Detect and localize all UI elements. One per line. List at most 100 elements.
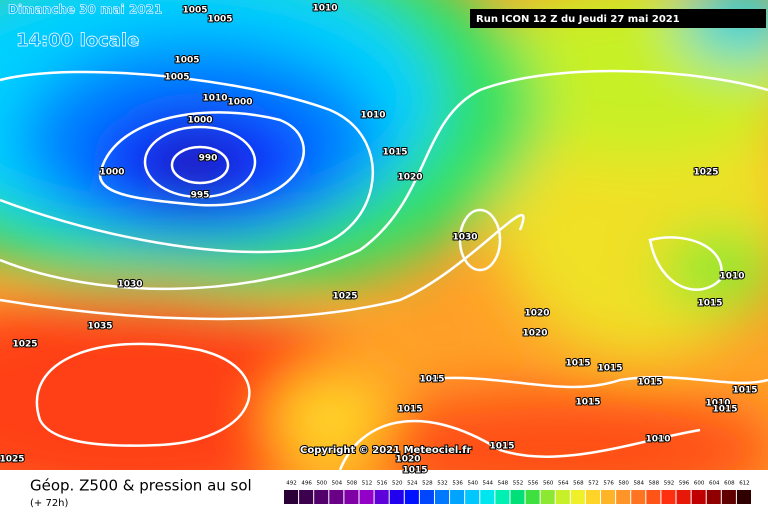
isobar-label: 1010 (645, 435, 670, 445)
legend-swatch (676, 490, 691, 504)
isobar-label: 1015 (419, 375, 444, 385)
legend-label: 544 (483, 481, 494, 487)
legend-swatch (374, 490, 389, 504)
legend-label: 604 (709, 481, 720, 487)
legend-swatch (450, 490, 465, 504)
isobar-label: 1010 (360, 111, 385, 121)
legend-label: 500 (316, 481, 327, 487)
isobar-label: 1025 (332, 292, 357, 302)
time: 14:00 locale (16, 30, 139, 51)
legend-swatch (344, 490, 359, 504)
legend-label: 516 (377, 481, 388, 487)
legend-label: 608 (724, 481, 735, 487)
isobar-label: 1020 (397, 173, 422, 183)
legend-label: 572 (588, 481, 599, 487)
legend-swatch (646, 490, 661, 504)
isobar-label: 1015 (565, 359, 590, 369)
legend-swatch (691, 490, 706, 504)
legend-swatch (329, 490, 344, 504)
legend-label: 528 (422, 481, 433, 487)
legend-swatch (706, 490, 721, 504)
legend-label: 536 (452, 481, 463, 487)
legend-swatch (540, 490, 555, 504)
isobar-label: 1005 (182, 6, 207, 16)
isobar-label: 1030 (117, 280, 142, 290)
legend-label: 504 (332, 481, 343, 487)
legend-label: 564 (558, 481, 569, 487)
legend-label: 556 (528, 481, 539, 487)
legend-label: 568 (573, 481, 584, 487)
isobar-label: 1000 (187, 116, 212, 126)
isobar-label: 1015 (712, 405, 737, 415)
isobar-label: 995 (191, 191, 210, 201)
run-box (470, 9, 766, 28)
isobar-label: 1010 (202, 94, 227, 104)
legend-swatch (585, 490, 601, 504)
legend-label: 576 (603, 481, 614, 487)
legend-label: 580 (618, 481, 629, 487)
legend-swatch (555, 490, 570, 504)
legend-label: 508 (347, 481, 358, 487)
isobar-label: 1010 (705, 399, 730, 409)
isobar-label: 1015 (637, 378, 662, 388)
legend-label: 548 (498, 481, 509, 487)
legend-swatch (661, 490, 676, 504)
isobar-label: 1015 (402, 466, 427, 476)
legend-swatch (616, 490, 631, 504)
isobar-label: 1015 (382, 148, 407, 158)
legend-swatch (284, 490, 299, 504)
legend-swatch (434, 490, 450, 504)
isobar-label: 1025 (12, 340, 37, 350)
isobar-label: 1015 (575, 398, 600, 408)
legend-swatch (510, 490, 525, 504)
isobar-label: 1015 (489, 442, 514, 452)
isobars (0, 69, 768, 471)
legend-swatch (601, 490, 616, 504)
legend-swatch (465, 490, 480, 504)
legend-label: 552 (513, 481, 524, 487)
isobar-label: 1010 (719, 272, 744, 282)
legend-swatch (419, 490, 434, 504)
legend-swatch (736, 490, 751, 504)
isobar-label: 1035 (87, 322, 112, 332)
legend-swatch (570, 490, 585, 504)
legend-swatch (299, 490, 314, 504)
isobar-label: 1015 (697, 299, 722, 309)
legend-label: 596 (679, 481, 690, 487)
legend-label: 592 (664, 481, 675, 487)
isobar-label: 1020 (395, 455, 420, 465)
isobar-label: 1005 (174, 56, 199, 66)
isobar-label: 990 (199, 154, 218, 164)
legend-swatch (495, 490, 510, 504)
isobar-label: 1000 (227, 98, 252, 108)
isobar-label: 1005 (164, 73, 189, 83)
isobar-label: 1015 (397, 405, 422, 415)
run: Run ICON 12 Z du Jeudi 27 mai 2021 (476, 14, 680, 25)
legend-label: 492 (286, 481, 297, 487)
legend-label: 588 (649, 481, 660, 487)
legend-swatch (525, 490, 540, 504)
legend-swatch (480, 490, 495, 504)
footer-title: Géop. Z500 & pression au sol (30, 477, 252, 495)
legend-label: 612 (739, 481, 750, 487)
isobar-label: 1015 (732, 386, 757, 396)
isobar-label: 1025 (0, 455, 25, 465)
isobar-label: 1020 (522, 329, 547, 339)
isobar-label: 1010 (312, 4, 337, 14)
legend-label: 512 (362, 481, 373, 487)
isobar-label: 1020 (524, 309, 549, 319)
isobar-label: 1030 (452, 233, 477, 243)
isobar-label: 1005 (207, 15, 232, 25)
isobar-label: 1000 (99, 168, 124, 178)
legend-swatch (359, 490, 374, 504)
copyright: Copyright © 2021 Meteociel.fr (300, 445, 471, 456)
isobar-label: 1025 (693, 168, 718, 178)
legend-label: 600 (694, 481, 705, 487)
legend-label: 524 (407, 481, 418, 487)
legend: 492 496 500 504 508 512 516 520 524 528 532 536 540 5… (284, 481, 751, 504)
legend-label: 532 (437, 481, 448, 487)
legend-label: 496 (301, 481, 312, 487)
